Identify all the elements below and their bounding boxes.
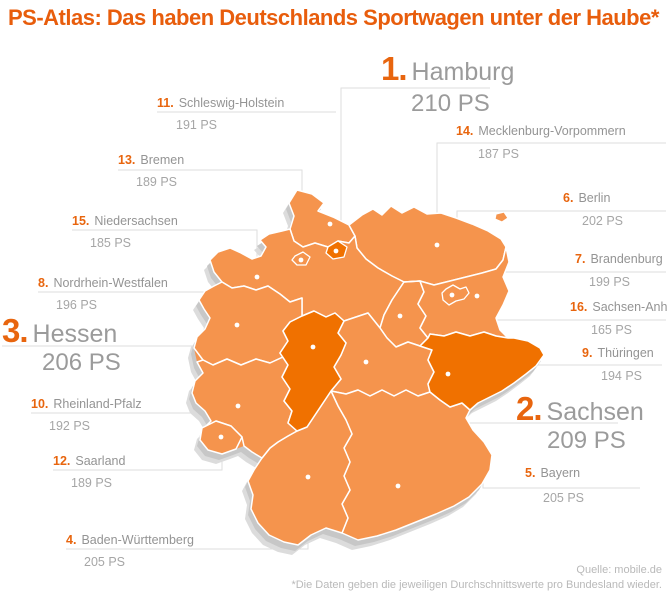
ps-sachsen: 209 PS	[547, 427, 626, 454]
label-mecklenburg-vorpommern: 14. Mecklenburg-Vorpommern	[456, 124, 626, 138]
state-shape-bayern	[330, 389, 493, 541]
ps-nordrhein-westfalen: 196 PS	[56, 298, 98, 312]
label-nordrhein-westfalen: 8. Nordrhein-Westfalen	[38, 276, 168, 290]
ps-baden-wuerttemberg: 205 PS	[84, 555, 126, 569]
ps-berlin: 202 PS	[582, 214, 624, 228]
dot-brandenburg	[474, 293, 480, 299]
dot-mecklenburg-vorpommern	[434, 242, 440, 248]
dot-thueringen	[363, 359, 369, 365]
rank-sachsen: 2.	[516, 390, 543, 427]
ps-schleswig-holstein: 191 PS	[176, 118, 218, 132]
leader-mecklenburg-vorpommern	[436, 142, 666, 236]
ps-saarland: 189 PS	[71, 476, 113, 490]
page-title: PS-Atlas: Das haben Deutschlands Sportwa…	[8, 5, 659, 30]
name-hessen: Hessen	[32, 320, 118, 348]
rank-hamburg: 1.	[381, 50, 408, 87]
name-saarland: Saarland	[75, 454, 126, 468]
state-dots	[218, 221, 480, 489]
rank-schleswig-holstein: 11.	[157, 96, 174, 110]
name-brandenburg: Brandenburg	[590, 252, 663, 266]
ps-mecklenburg-vorpommern: 187 PS	[478, 147, 520, 161]
ps-brandenburg: 199 PS	[589, 275, 631, 289]
state-shape-hessen	[279, 310, 347, 432]
rank-brandenburg: 7.	[575, 252, 586, 266]
dot-bremen	[298, 257, 304, 263]
state-shapes	[191, 189, 545, 546]
label-saarland: 12. Saarland	[53, 454, 125, 468]
ps-hamburg: 210 PS	[411, 90, 490, 117]
rank-mecklenburg-vorpommern: 14.	[456, 124, 474, 138]
name-schleswig-holstein: Schleswig-Holstein	[178, 96, 285, 110]
rank-niedersachsen: 15.	[72, 214, 90, 228]
state-shape-baden-wuerttemberg	[247, 390, 353, 546]
rank-thueringen: 9.	[582, 346, 593, 360]
name-niedersachsen: Niedersachsen	[94, 214, 178, 228]
rank-bayern: 5.	[525, 466, 536, 480]
dot-rheinland-pfalz	[235, 403, 241, 409]
dot-bayern	[395, 483, 401, 489]
rank-berlin: 6.	[563, 191, 574, 205]
dot-hamburg	[333, 248, 339, 254]
dot-niedersachsen	[254, 274, 260, 280]
ps-hessen: 206 PS	[42, 349, 121, 376]
label-thueringen: 9. Thüringen	[582, 346, 654, 360]
label-sachsen-anhalt: 16. Sachsen-Anhalt	[570, 300, 668, 314]
label-baden-wuerttemberg: 4. Baden-Württemberg	[66, 533, 194, 547]
label-brandenburg: 7. Brandenburg	[575, 252, 663, 266]
state-shape-rheinland-pfalz	[191, 352, 298, 459]
ps-bremen: 189 PS	[136, 175, 178, 189]
name-sachsen: Sachsen	[546, 398, 644, 426]
name-mecklenburg-vorpommern: Mecklenburg-Vorpommern	[478, 124, 626, 138]
name-berlin: Berlin	[578, 191, 611, 205]
rank-baden-wuerttemberg: 4.	[66, 533, 77, 547]
island-ruegen	[494, 211, 509, 223]
name-baden-wuerttemberg: Baden-Württemberg	[81, 533, 194, 547]
name-bremen: Bremen	[140, 153, 185, 167]
rank-saarland: 12.	[53, 454, 71, 468]
state-shape-schleswig-holstein	[288, 189, 356, 248]
label-bayern: 5. Bayern	[525, 466, 580, 480]
dot-hessen	[310, 344, 316, 350]
ps-thueringen: 194 PS	[601, 369, 643, 383]
dot-baden-wuerttemberg	[305, 474, 311, 480]
rank-bremen: 13.	[118, 153, 136, 167]
name-nordrhein-westfalen: Nordrhein-Westfalen	[53, 276, 168, 290]
dot-schleswig-holstein	[327, 221, 333, 227]
dot-sachsen-anhalt	[397, 313, 403, 319]
ps-niedersachsen: 185 PS	[90, 236, 132, 250]
rank-nordrhein-westfalen: 8.	[38, 276, 49, 290]
dot-sachsen	[445, 371, 451, 377]
label-schleswig-holstein: 11. Schleswig-Holstein	[157, 96, 284, 110]
rank-rheinland-pfalz: 10.	[31, 397, 49, 411]
dot-berlin	[449, 292, 455, 298]
label-hessen: 3. Hessen	[2, 312, 117, 350]
footnote: *Die Daten geben die jeweiligen Durchsch…	[291, 579, 662, 591]
state-shape-sachsen	[419, 331, 545, 411]
dot-saarland	[218, 434, 224, 440]
name-rheinland-pfalz: Rheinland-Pfalz	[53, 397, 142, 411]
name-hamburg: Hamburg	[411, 58, 515, 86]
name-thueringen: Thüringen	[597, 346, 654, 360]
rank-hessen: 3.	[2, 312, 29, 349]
source-credit: Quelle: mobile.de	[576, 564, 662, 576]
label-rheinland-pfalz: 10. Rheinland-Pfalz	[31, 397, 142, 411]
label-berlin: 6. Berlin	[563, 191, 610, 205]
label-hamburg: 1. Hamburg	[381, 50, 514, 88]
dot-nordrhein-westfalen	[234, 322, 240, 328]
label-niedersachsen: 15. Niedersachsen	[72, 214, 178, 228]
ps-rheinland-pfalz: 192 PS	[49, 419, 91, 433]
leader-hamburg	[340, 87, 490, 243]
rank-sachsen-anhalt: 16.	[570, 300, 588, 314]
ps-sachsen-anhalt: 165 PS	[591, 323, 633, 337]
ps-bayern: 205 PS	[543, 491, 585, 505]
leader-brandenburg	[481, 271, 666, 290]
name-bayern: Bayern	[540, 466, 581, 480]
state-shape-berlin	[441, 284, 470, 306]
name-sachsen-anhalt: Sachsen-Anhalt	[592, 300, 668, 314]
label-sachsen: 2. Sachsen	[516, 390, 644, 428]
label-bremen: 13. Bremen	[118, 153, 184, 167]
